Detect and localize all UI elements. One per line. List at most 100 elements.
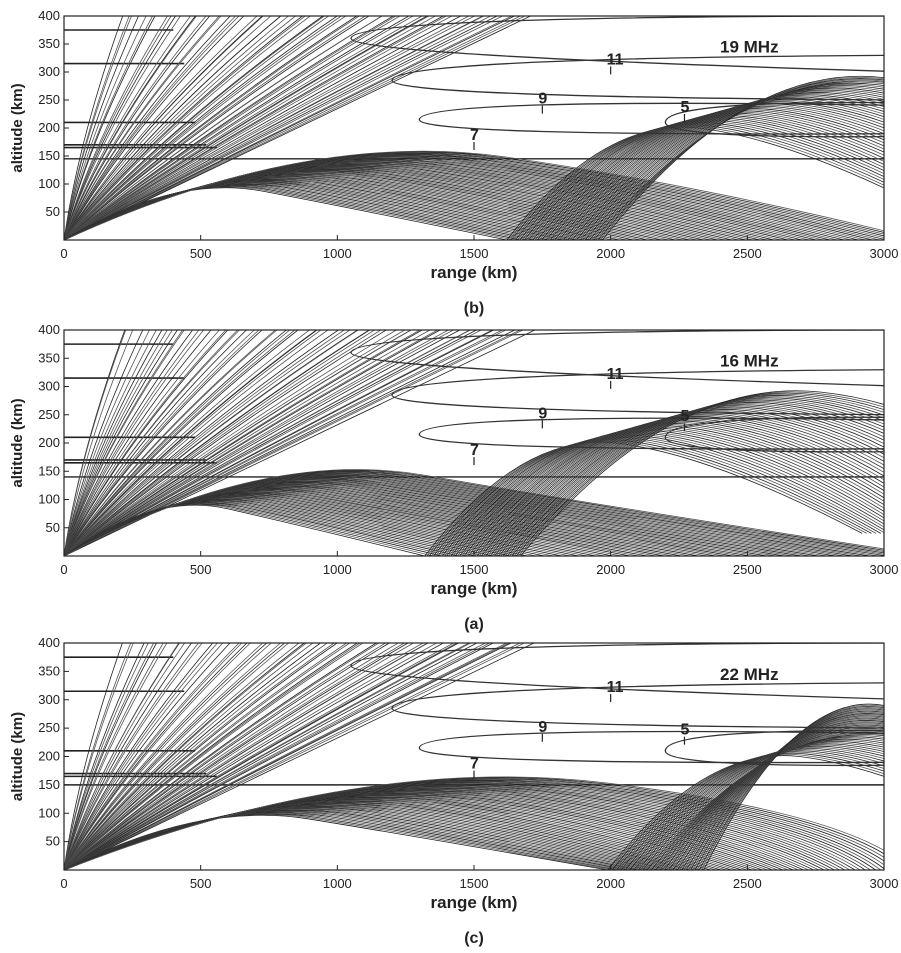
x-axis-label: range (km) — [431, 579, 518, 598]
escape-ray — [64, 330, 310, 556]
x-tick-label: 2500 — [733, 246, 762, 261]
escape-ray — [64, 643, 243, 870]
second-hop-ray — [517, 391, 884, 556]
second-hop-ray — [622, 747, 884, 870]
second-hop-ray — [569, 93, 884, 240]
escape-ray — [64, 643, 478, 870]
escape-ray — [64, 643, 123, 870]
second-hop-ray — [513, 123, 884, 240]
escape-ray — [64, 16, 370, 240]
second-hop-ray — [640, 737, 884, 870]
y-tick-label: 200 — [38, 435, 60, 450]
escape-ray — [64, 16, 491, 240]
escape-ray — [64, 643, 307, 870]
escape-ray — [64, 16, 397, 240]
contour-label: 7 — [470, 756, 479, 773]
second-hop-ray — [504, 398, 884, 556]
escape-ray — [64, 330, 351, 556]
second-hop-ray — [582, 86, 884, 240]
y-tick-label: 400 — [38, 322, 60, 337]
second-hop-ray — [580, 87, 884, 240]
second-hop-ray — [609, 754, 884, 870]
frequency-label: 19 MHz — [720, 37, 779, 56]
escape-ray — [64, 16, 461, 240]
plasma-contour — [350, 16, 884, 72]
second-hop-ray — [483, 410, 884, 556]
escape-ray — [64, 330, 397, 556]
escape-ray — [64, 330, 299, 556]
escape-ray — [64, 16, 470, 240]
second-hop-ray — [496, 403, 884, 556]
escape-ray — [64, 16, 139, 240]
escape-ray — [64, 330, 247, 556]
escape-ray — [64, 330, 460, 556]
contour-label: 5 — [680, 722, 689, 739]
x-tick-label: 2500 — [733, 876, 762, 891]
escape-ray — [64, 16, 484, 240]
second-hop-ray — [674, 718, 884, 870]
second-hop-ray — [489, 406, 884, 556]
second-hop-ray — [467, 418, 884, 556]
escape-ray — [64, 330, 144, 556]
escape-ray — [64, 330, 134, 556]
panel-label: (b) — [464, 300, 484, 317]
contour-label: 11 — [607, 51, 624, 68]
escape-ray — [64, 643, 285, 870]
plasma-contour — [391, 682, 884, 729]
x-tick-label: 2000 — [596, 562, 625, 577]
escape-ray — [64, 643, 281, 870]
second-hop-ray — [618, 749, 884, 870]
contour-label: 5 — [680, 408, 689, 425]
second-hop-ray — [698, 706, 884, 870]
escape-ray — [64, 643, 218, 870]
escape-ray — [64, 643, 521, 870]
x-tick-label: 2000 — [596, 876, 625, 891]
escape-ray — [64, 643, 429, 870]
y-tick-label: 150 — [38, 463, 60, 478]
second-hop-ray — [633, 741, 884, 870]
escape-ray — [64, 643, 267, 870]
second-hop-ray — [523, 117, 884, 240]
x-tick-label: 1500 — [460, 562, 489, 577]
y-tick-label: 100 — [38, 176, 60, 191]
escape-ray — [64, 16, 124, 240]
escape-ray — [64, 643, 231, 870]
second-hop-ray — [556, 100, 884, 240]
second-hop-ray — [511, 395, 884, 556]
y-tick-label: 300 — [38, 64, 60, 79]
second-hop-ray — [448, 428, 884, 556]
escape-ray — [64, 16, 156, 240]
second-hop-ray — [459, 423, 884, 556]
contour-label: 9 — [538, 405, 547, 422]
escape-ray — [64, 643, 180, 870]
escape-ray — [64, 643, 338, 870]
x-tick-label: 0 — [60, 246, 67, 261]
y-tick-label: 350 — [38, 36, 60, 51]
second-hop-ray — [629, 743, 884, 870]
ray-fan — [64, 643, 884, 870]
x-tick-label: 500 — [190, 562, 212, 577]
escape-ray — [64, 16, 191, 240]
ray-fan — [64, 330, 884, 556]
second-hop-ray — [435, 435, 884, 556]
second-hop-ray — [474, 414, 884, 556]
second-hop-ray — [683, 714, 884, 870]
escape-ray — [64, 643, 437, 870]
second-hop-ray — [502, 399, 884, 556]
x-tick-label: 3000 — [870, 876, 899, 891]
second-hop-ray — [677, 717, 884, 870]
escape-ray — [64, 16, 311, 240]
plasma-contour — [391, 54, 884, 101]
second-hop-ray — [454, 425, 884, 556]
y-tick-label: 100 — [38, 805, 60, 820]
escape-ray — [64, 330, 423, 556]
x-tick-label: 1500 — [460, 246, 489, 261]
escape-ray — [64, 643, 149, 870]
reflected-ray — [64, 469, 884, 556]
second-hop-ray — [567, 94, 884, 240]
escape-ray — [64, 643, 364, 870]
escape-ray — [64, 643, 314, 870]
second-hop-ray — [690, 710, 884, 870]
second-hop-ray — [526, 116, 884, 240]
escape-ray — [64, 643, 525, 870]
